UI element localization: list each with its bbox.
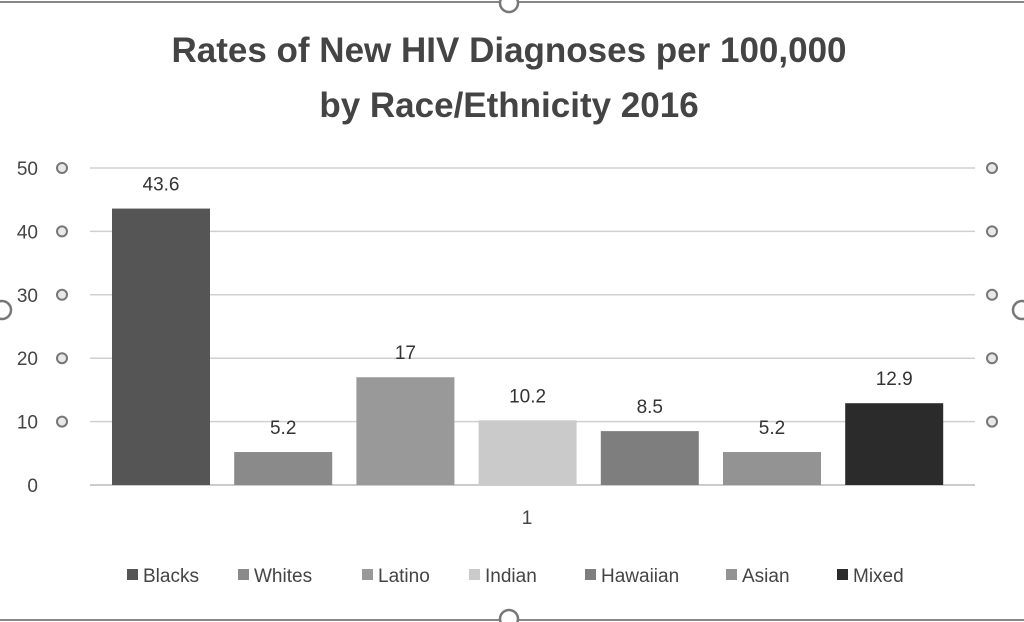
legend-label: Whites — [254, 566, 312, 587]
legend-item-whites[interactable]: Whites — [238, 566, 312, 587]
legend-swatch — [238, 569, 249, 580]
y-tick-label: 10 — [17, 413, 38, 434]
resize-handle[interactable] — [0, 299, 13, 321]
gridline-handle[interactable] — [56, 415, 68, 428]
legend-label: Indian — [485, 566, 537, 587]
legend-label: Blacks — [143, 566, 199, 587]
data-label: 5.2 — [759, 418, 785, 439]
y-tick-label: 0 — [27, 476, 38, 497]
bar-whites[interactable] — [234, 452, 333, 485]
legend-item-indian[interactable]: Indian — [469, 566, 537, 587]
legend-label: Latino — [378, 566, 430, 587]
data-label: 43.6 — [143, 175, 180, 196]
x-tick-label: 1 — [522, 508, 533, 529]
legend-label: Asian — [742, 566, 790, 587]
gridline-handle[interactable] — [56, 162, 68, 174]
bar-asian[interactable] — [723, 452, 821, 485]
gridline-handle[interactable] — [56, 352, 68, 365]
legend-item-hawaiian[interactable]: Hawaiian — [585, 566, 679, 587]
bar-mixed[interactable] — [845, 403, 944, 485]
gridline-handle[interactable] — [986, 352, 998, 365]
bar-latino[interactable] — [356, 377, 455, 485]
data-label: 8.5 — [637, 397, 663, 418]
gridline-handle[interactable] — [56, 225, 68, 238]
data-label: 12.9 — [876, 369, 913, 390]
chart-title-line-1: Rates of New HIV Diagnoses per 100,000 — [172, 31, 847, 70]
legend-swatch — [837, 569, 848, 580]
legend-item-mixed[interactable]: Mixed — [837, 566, 904, 587]
bar-indian[interactable] — [478, 420, 577, 485]
bar-blacks[interactable] — [112, 208, 210, 486]
legend-swatch — [585, 569, 596, 580]
y-tick-label: 40 — [17, 222, 38, 243]
data-label: 17 — [395, 343, 416, 364]
gridline-handle[interactable] — [56, 288, 68, 301]
chart-title-line-2: by Race/Ethnicity 2016 — [319, 86, 698, 125]
legend-swatch — [362, 569, 373, 580]
y-tick-label: 20 — [17, 349, 38, 370]
legend-item-blacks[interactable]: Blacks — [127, 566, 199, 587]
gridline-handle[interactable] — [986, 162, 998, 174]
legend-label: Mixed — [853, 566, 904, 587]
resize-handle[interactable] — [498, 0, 520, 14]
resize-handle[interactable] — [498, 608, 520, 622]
legend-item-asian[interactable]: Asian — [726, 566, 790, 587]
legend-swatch — [726, 569, 737, 580]
legend-label: Hawaiian — [601, 566, 679, 587]
gridline-handle[interactable] — [986, 415, 998, 428]
bar-hawaiian[interactable] — [600, 431, 699, 485]
gridline-handle[interactable] — [986, 225, 998, 238]
y-tick-label: 30 — [17, 286, 38, 307]
gridline-handle[interactable] — [986, 288, 998, 301]
y-tick-label: 50 — [17, 159, 38, 180]
legend-item-latino[interactable]: Latino — [362, 566, 430, 587]
legend-swatch — [469, 569, 480, 580]
resize-handle[interactable] — [1011, 299, 1024, 321]
data-label: 10.2 — [509, 386, 546, 407]
data-label: 5.2 — [270, 418, 296, 439]
legend-swatch — [127, 569, 138, 580]
